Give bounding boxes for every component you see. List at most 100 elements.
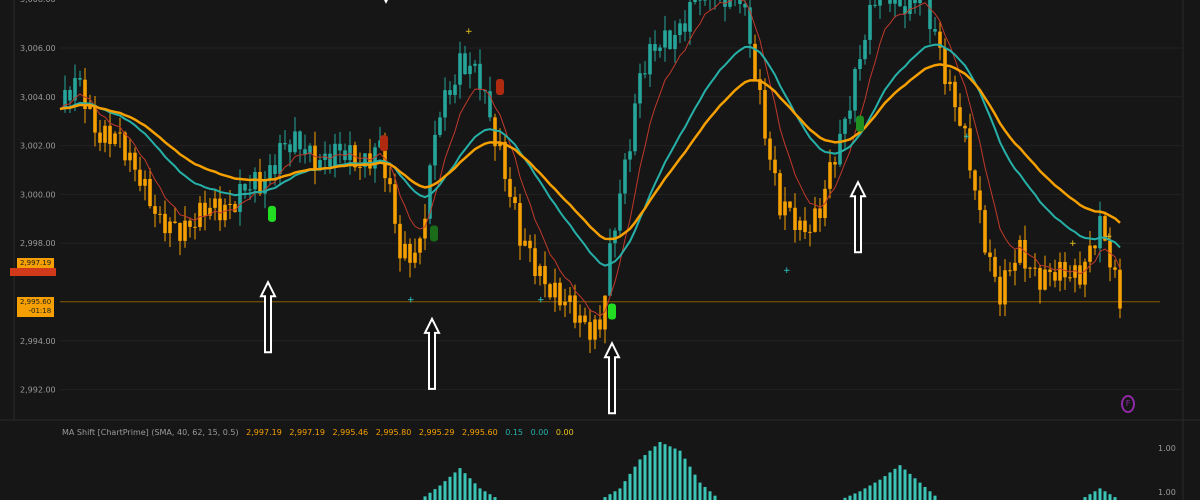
candle-body — [898, 0, 902, 7]
oscillator-bar — [478, 488, 482, 500]
candle-body — [283, 143, 287, 145]
candle-body — [308, 145, 312, 155]
candle-body — [168, 221, 172, 234]
candle-body — [753, 43, 757, 80]
candle-body — [638, 73, 642, 104]
candle-body — [503, 141, 507, 179]
oscillator-bar — [648, 450, 652, 500]
y-tick-label: 3,002.00 — [20, 142, 56, 151]
price-tag-current-value: 2,995.60 — [20, 298, 52, 306]
candle-body — [1008, 270, 1012, 272]
candle-body — [628, 151, 632, 160]
oscillator-bar — [488, 494, 492, 500]
candle-body — [328, 153, 332, 167]
up-arrow-icon — [849, 179, 867, 254]
candle-body — [798, 220, 802, 230]
candle-body — [433, 134, 437, 166]
oscillator-bar — [683, 458, 687, 500]
event-badge[interactable]: F — [1121, 395, 1135, 413]
candle-body — [1043, 269, 1047, 290]
up-arrow-icon — [423, 316, 441, 390]
oscillator-bar — [843, 497, 847, 500]
candle-body — [1093, 245, 1097, 249]
oscillator-bar — [613, 491, 617, 500]
slow-ma-line — [59, 63, 1121, 241]
indicator-legend: MA Shift [ChartPrime] (SMA, 40, 62, 15, … — [62, 428, 579, 437]
indicator-name[interactable]: MA Shift [ChartPrime] (SMA, 40, 62, 15, … — [62, 428, 239, 437]
candle-body — [828, 162, 832, 189]
oscillator-bar — [883, 476, 887, 500]
candle-body — [953, 81, 957, 108]
candle-body — [123, 132, 127, 161]
candle-body — [83, 79, 87, 109]
oscillator-bar — [1093, 491, 1097, 500]
candle-body — [893, 0, 897, 4]
candle-body — [903, 6, 907, 14]
fast-ma-line — [59, 0, 1121, 317]
candle-body — [603, 295, 607, 330]
price-tag-red — [10, 268, 56, 276]
candle-body — [1018, 240, 1022, 263]
oscillator-bar — [848, 495, 852, 500]
candle-body — [103, 125, 107, 143]
candle-body — [918, 0, 922, 4]
oscillator-bar — [1083, 497, 1087, 500]
candle-body — [68, 89, 72, 101]
oscillator-bar — [678, 450, 682, 500]
candle-body — [413, 252, 417, 263]
candle-body — [148, 178, 152, 207]
candle-body — [543, 265, 547, 285]
candle-body — [678, 23, 682, 35]
candle-body — [663, 30, 667, 48]
candle-body — [93, 105, 97, 133]
legend-value: 2,995.29 — [418, 428, 455, 437]
candle-body — [118, 132, 122, 134]
signal-dot: + — [465, 27, 473, 37]
candle-body — [443, 90, 447, 118]
candle-body — [248, 189, 252, 191]
candle-body — [738, 0, 742, 4]
legend-value: 2,997.19 — [289, 428, 325, 437]
candle-body — [1083, 261, 1087, 285]
oscillator-bar — [898, 465, 902, 500]
y-tick-label: 2,998.00 — [20, 239, 56, 248]
candle-body — [203, 202, 207, 216]
oscillator-bar — [623, 481, 627, 500]
candle-body — [488, 91, 492, 118]
legend-value: 0.15 — [505, 428, 524, 437]
oscillator-bar — [618, 488, 622, 500]
candle-body — [538, 265, 542, 277]
candle-body — [223, 204, 227, 221]
candle-body — [363, 153, 367, 168]
candle-body — [608, 243, 612, 296]
candle-body — [983, 210, 987, 253]
candle-body — [973, 170, 977, 191]
candle-body — [508, 178, 512, 197]
candle-body — [458, 53, 462, 85]
candle-body — [563, 301, 567, 306]
oscillator-bar — [433, 489, 437, 500]
candle-body — [1033, 267, 1037, 269]
candle-body — [748, 7, 752, 44]
oscillator-bar — [463, 473, 467, 500]
y-tick-label: 3,004.00 — [20, 93, 56, 102]
candle-body — [518, 203, 522, 246]
candle-body — [568, 295, 572, 302]
oscillator-bar — [473, 483, 477, 500]
y-tick-label: 2,992.00 — [20, 386, 56, 395]
candle-body — [833, 162, 837, 165]
candle-body — [1053, 272, 1057, 281]
oscillator-bar — [1103, 491, 1107, 500]
candle-body — [493, 117, 497, 147]
candle-body — [813, 208, 817, 232]
candle-body — [238, 184, 242, 212]
oscillator-bar — [483, 491, 487, 500]
candle-body — [278, 143, 282, 175]
candle-body — [558, 282, 562, 306]
oscillator-bar — [873, 482, 877, 500]
candle-body — [758, 79, 762, 91]
candle-body — [138, 169, 142, 186]
candle-body — [963, 125, 967, 129]
candle-body — [243, 184, 247, 191]
